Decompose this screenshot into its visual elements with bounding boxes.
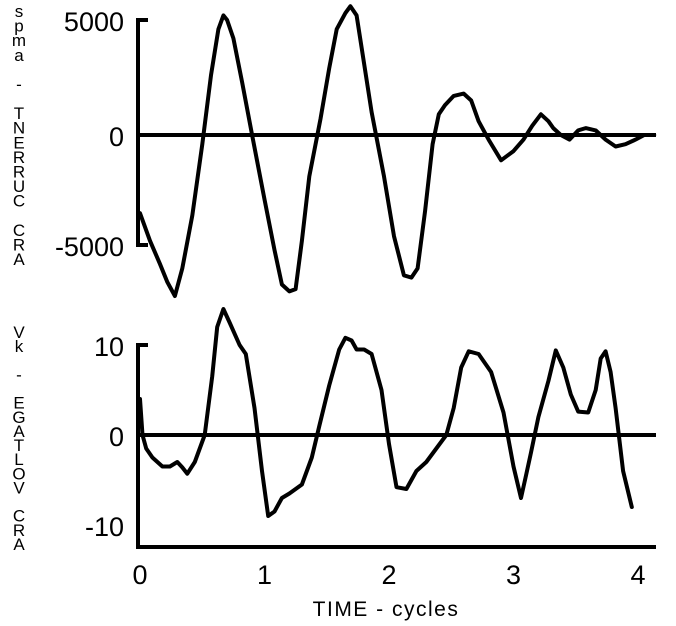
voltage-y-axis-title-char: E	[13, 394, 24, 413]
current-y-axis-title-char: R	[13, 148, 25, 167]
voltage-y-axis-title-char: R	[13, 521, 25, 540]
x-tick-label: 2	[381, 560, 396, 590]
current-y-axis-title-char: E	[13, 133, 24, 152]
voltage-series	[138, 307, 634, 518]
x-tick-label: 3	[506, 560, 521, 590]
current-y-axis-title-char: C	[13, 192, 25, 211]
current-y-axis-title-char: -	[16, 75, 22, 94]
x-tick-label: 0	[132, 560, 147, 590]
voltage-y-axis-title-char: T	[14, 436, 24, 455]
voltage-y-axis	[136, 343, 656, 549]
current-y-axis-title-char: U	[13, 177, 25, 196]
voltage-y-axis-title-char: V	[13, 323, 25, 342]
current-y-axis-title-char: R	[13, 163, 25, 182]
current-y-axis-title-char: p	[14, 17, 23, 36]
voltage-y-axis-title-char: -	[16, 365, 22, 384]
current-ytick-label-neg5000: -5000	[55, 232, 124, 262]
x-axis-title: TIME - cycles	[313, 598, 460, 621]
voltage-ytick-label-10: 10	[94, 332, 124, 362]
voltage-y-axis-title-char: A	[13, 422, 25, 441]
current-y-axis	[136, 18, 148, 247]
current-y-axis-title-char: m	[12, 31, 26, 50]
voltage-ytick-label-neg10: -10	[85, 512, 124, 542]
current-y-axis-title-char: C	[13, 221, 25, 240]
current-y-axis-title-char: T	[14, 104, 24, 123]
voltage-y-axis-title-char: A	[13, 535, 25, 554]
voltage-y-axis-title-char: G	[12, 408, 25, 427]
voltage-y-axis-title-char: O	[12, 464, 25, 483]
voltage-series-line	[138, 307, 634, 518]
current-series-line	[138, 4, 657, 298]
current-ytick-label-0: 0	[109, 122, 124, 152]
current-y-axis-title-char: s	[15, 2, 24, 21]
voltage-y-axis-title-char: C	[13, 507, 25, 526]
voltage-y-axis-title-char: L	[14, 450, 23, 469]
voltage-y-axis-title-char: k	[15, 337, 24, 356]
current-series	[138, 4, 657, 298]
voltage-ytick-label-0: 0	[109, 422, 124, 452]
x-tick-label: 4	[630, 560, 645, 590]
current-y-axis-title-char: N	[13, 119, 25, 138]
current-y-axis-title-char: a	[14, 46, 24, 65]
current-y-axis-title-char: R	[13, 235, 25, 254]
x-tick-label: 1	[257, 560, 272, 590]
x-tick-labels: 0 1 2 3 4	[132, 560, 645, 590]
current-y-axis-title-char: A	[13, 250, 25, 269]
current-ytick-label-5000: 5000	[64, 7, 124, 37]
voltage-y-axis-title-char: V	[13, 479, 25, 498]
